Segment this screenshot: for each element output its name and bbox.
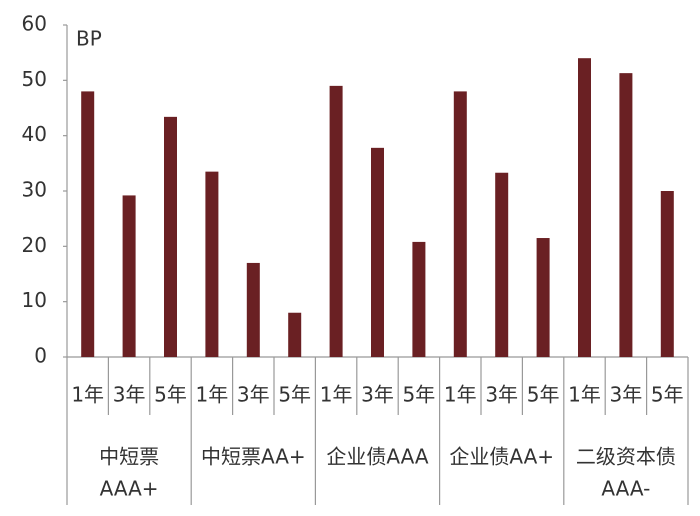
bar <box>288 312 302 357</box>
x-tick-label: 3年 <box>237 383 270 407</box>
x-tick-label: 5年 <box>403 383 436 407</box>
y-tick-label: 60 <box>22 12 47 36</box>
bar <box>660 191 674 357</box>
x-tick-label: 1年 <box>568 383 601 407</box>
group-label: AAA+ <box>100 477 159 501</box>
bar <box>536 238 550 357</box>
x-tick-label: 5年 <box>154 383 187 407</box>
x-tick-label: 3年 <box>113 383 146 407</box>
group-label: 企业债AA+ <box>449 445 554 469</box>
y-tick-label: 40 <box>22 122 47 146</box>
bar <box>619 73 633 357</box>
bar <box>578 58 591 357</box>
group-label: 企业债AAA <box>326 445 428 469</box>
group-label: AAA- <box>601 477 650 501</box>
group-label: 中短票AA+ <box>201 445 306 469</box>
x-tick-label: 1年 <box>196 383 229 407</box>
bar <box>371 147 384 357</box>
x-tick-label: 1年 <box>444 383 477 407</box>
x-tick-label: 3年 <box>361 383 394 407</box>
group-label: 二级资本债 <box>576 445 676 469</box>
x-tick-label: 5年 <box>278 383 311 407</box>
y-tick-label: 50 <box>22 67 47 91</box>
bar <box>122 195 136 357</box>
x-tick-label: 1年 <box>71 383 104 407</box>
bar <box>246 262 260 357</box>
x-tick-label: 5年 <box>527 383 560 407</box>
bar <box>495 172 509 357</box>
y-tick-label: 30 <box>22 178 47 202</box>
bar <box>412 241 426 357</box>
y-tick-label: 0 <box>34 344 47 368</box>
bar <box>81 91 95 358</box>
bar <box>453 91 467 358</box>
unit-label: BP <box>76 27 102 51</box>
bar <box>164 116 177 357</box>
bar <box>329 85 343 357</box>
x-tick-label: 1年 <box>320 383 353 407</box>
x-tick-label: 5年 <box>651 383 684 407</box>
bar <box>205 171 219 357</box>
y-tick-label: 10 <box>22 288 47 312</box>
y-tick-label: 20 <box>22 233 47 257</box>
x-tick-label: 3年 <box>485 383 518 407</box>
group-label: 中短票 <box>99 445 159 469</box>
x-tick-label: 3年 <box>610 383 643 407</box>
